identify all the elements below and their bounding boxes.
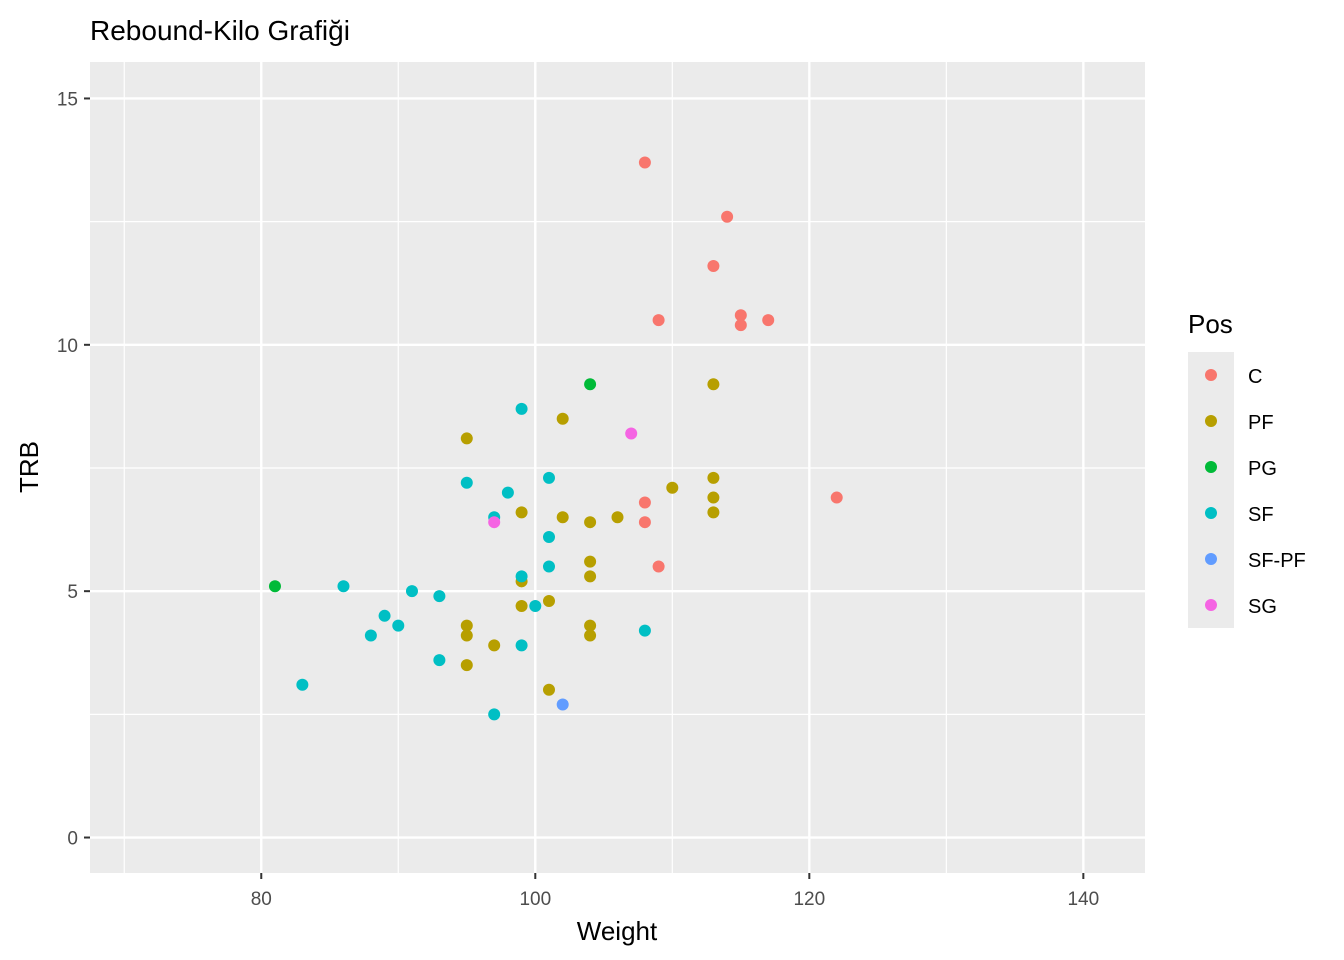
data-point-pf [556, 511, 569, 524]
data-point-sf [460, 476, 473, 489]
data-point-c [721, 210, 734, 223]
data-point-sf [515, 402, 528, 415]
data-point-pf [666, 481, 679, 494]
x-tick-label: 80 [251, 889, 272, 910]
legend-label-c: C [1248, 366, 1262, 388]
data-point-sf [337, 580, 350, 593]
data-point-sf [515, 639, 528, 652]
data-point-pf [488, 639, 501, 652]
legend-key-sf [1205, 507, 1217, 519]
data-point-sf [296, 678, 309, 691]
grid-major [90, 62, 1145, 873]
data-point-pg [584, 378, 597, 391]
data-point-sf [488, 708, 501, 721]
legend-key-sf-pf [1205, 553, 1217, 565]
data-point-pf [542, 683, 555, 696]
legend-label-pg: PG [1248, 458, 1277, 480]
x-tick-label: 140 [1067, 889, 1099, 910]
data-point-pf [556, 412, 569, 425]
data-point-pf [515, 506, 528, 519]
data-point-pf [460, 619, 473, 632]
data-point-pf [584, 619, 597, 632]
data-point-pf [707, 471, 720, 484]
data-point-pf [584, 555, 597, 568]
data-point-pf [611, 511, 624, 524]
legend-key-c [1205, 369, 1217, 381]
data-point-pf [584, 570, 597, 583]
data-point-sf [542, 560, 555, 573]
grid-minor [90, 62, 1145, 873]
data-point-pf [515, 599, 528, 612]
y-tick-label: 10 [57, 336, 78, 357]
data-point-pf [707, 491, 720, 504]
legend-key-sg [1205, 599, 1217, 611]
data-point-c [734, 319, 747, 332]
chart-title: Rebound-Kilo Grafiği [90, 15, 350, 46]
x-axis: 80 100 120 140 [251, 873, 1099, 910]
data-point-sf-pf [556, 698, 569, 711]
data-point-sf [638, 624, 651, 637]
legend-label-sf-pf: SF-PF [1248, 550, 1306, 572]
data-point-sf [501, 486, 514, 499]
data-point-c [638, 516, 651, 529]
data-point-sf [515, 570, 528, 583]
legend-key-pf [1205, 415, 1217, 427]
data-point-c [638, 156, 651, 169]
data-point-c [707, 259, 720, 272]
data-point-pf [584, 629, 597, 642]
legend-label-pf: PF [1248, 412, 1274, 434]
y-axis: 0 5 10 15 [57, 89, 90, 850]
data-point-pf [542, 595, 555, 608]
data-point-c [762, 314, 775, 327]
data-point-sf [364, 629, 377, 642]
data-point-pf [460, 659, 473, 672]
data-point-sf [378, 609, 391, 622]
data-point-sg [488, 516, 501, 529]
data-point-c [734, 309, 747, 322]
data-point-pf [460, 432, 473, 445]
data-point-c [652, 560, 665, 573]
y-tick-label: 5 [67, 582, 78, 603]
x-tick-label: 120 [793, 889, 825, 910]
legend-label-sg: SG [1248, 596, 1277, 618]
data-point-pf [707, 506, 720, 519]
data-point-pf [707, 378, 720, 391]
data-point-sf [433, 590, 446, 603]
legend-key-background [1188, 352, 1234, 628]
data-point-c [830, 491, 843, 504]
data-point-c [638, 496, 651, 509]
data-point-c [652, 314, 665, 327]
x-tick-label: 100 [519, 889, 551, 910]
y-tick-label: 0 [67, 829, 78, 850]
data-point-sf [405, 585, 418, 598]
data-point-sf [529, 599, 542, 612]
legend: Pos C PF PG SF SF-PF SG [1188, 309, 1306, 628]
data-point-pg [268, 580, 281, 593]
y-axis-title: TRB [14, 441, 44, 493]
data-point-sf [433, 654, 446, 667]
legend-title: Pos [1188, 309, 1233, 339]
data-point-sf [542, 471, 555, 484]
legend-label-sf: SF [1248, 504, 1274, 526]
x-axis-title: Weight [577, 916, 658, 946]
data-point-sf [542, 530, 555, 543]
y-tick-label: 15 [57, 89, 78, 110]
data-point-sf [392, 619, 405, 632]
data-point-sg [625, 427, 638, 440]
data-points [268, 156, 843, 721]
data-point-pf [460, 629, 473, 642]
data-point-pf [584, 516, 597, 529]
legend-key-pg [1205, 461, 1217, 473]
